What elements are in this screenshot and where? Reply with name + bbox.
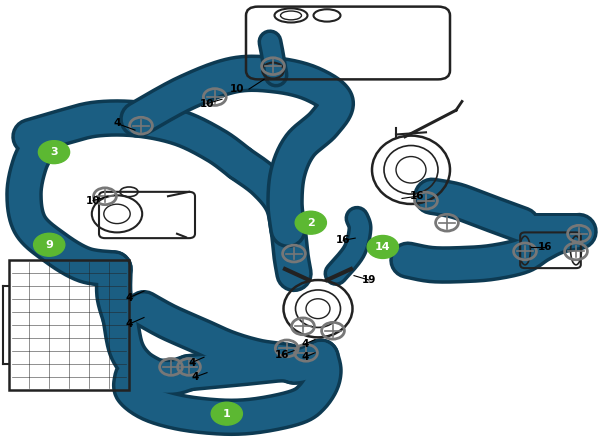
- Circle shape: [34, 233, 65, 256]
- Text: 3: 3: [50, 147, 58, 157]
- Text: 16: 16: [538, 242, 552, 252]
- Text: 1: 1: [223, 409, 230, 419]
- Circle shape: [367, 235, 398, 258]
- Text: 4: 4: [191, 372, 199, 382]
- Text: 4: 4: [125, 293, 133, 303]
- Text: 16: 16: [336, 235, 350, 245]
- Text: 10: 10: [200, 99, 214, 108]
- Text: 4: 4: [125, 319, 133, 329]
- Text: 4: 4: [301, 339, 308, 349]
- Circle shape: [211, 402, 242, 425]
- Text: 4: 4: [301, 352, 308, 362]
- Text: 16: 16: [275, 350, 289, 360]
- Circle shape: [38, 141, 70, 164]
- Circle shape: [295, 211, 326, 234]
- Text: 9: 9: [45, 240, 53, 250]
- Text: 16: 16: [410, 191, 424, 201]
- Text: 4: 4: [188, 358, 196, 367]
- Text: 2: 2: [307, 218, 314, 228]
- Text: 14: 14: [375, 242, 391, 252]
- Text: 10: 10: [230, 84, 244, 94]
- Text: 19: 19: [362, 275, 376, 285]
- Text: 10: 10: [86, 196, 100, 206]
- Text: 4: 4: [113, 119, 121, 128]
